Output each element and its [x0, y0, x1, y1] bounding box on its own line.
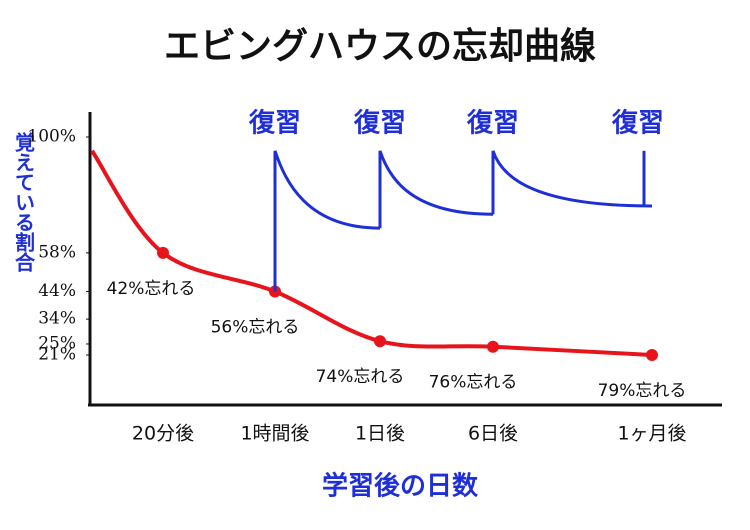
annotation: 74%忘れる	[316, 367, 405, 387]
review-label: 復習	[248, 108, 301, 139]
x-tick-label: 20分後	[132, 423, 194, 445]
review-curve	[273, 150, 381, 230]
data-point	[374, 335, 386, 348]
y-tick-label: 21%	[38, 345, 76, 365]
y-tick-label: 34%	[38, 309, 76, 329]
data-point	[487, 340, 499, 353]
x-tick-label: 1ヶ月後	[617, 423, 686, 445]
x-axis-title: 学習後の日数	[322, 471, 479, 502]
data-point	[157, 246, 169, 259]
y-axis-title: 覚えている割合	[12, 131, 36, 272]
x-tick-label: 1日後	[355, 423, 405, 445]
review-curve	[491, 150, 653, 208]
review-label: 復習	[466, 108, 519, 139]
review-label: 復習	[611, 108, 664, 139]
x-tick-label: 6日後	[468, 423, 518, 445]
y-tick-label: 58%	[38, 242, 76, 262]
review-curve	[378, 150, 494, 216]
annotation: 76%忘れる	[429, 373, 518, 393]
chart-title: エビングハウスの忘却曲線	[164, 26, 596, 67]
y-tick-label: 25%	[38, 333, 76, 353]
data-point	[646, 349, 658, 361]
annotation: 42%忘れる	[107, 279, 196, 299]
annotation: 56%忘れる	[211, 318, 300, 338]
y-tick-label: 44%	[38, 281, 76, 301]
review-label: 復習	[353, 108, 406, 139]
forgetting-curve	[90, 149, 653, 357]
x-tick-label: 1時間後	[240, 423, 309, 445]
annotation: 79%忘れる	[598, 381, 687, 401]
y-tick-label: 100%	[27, 127, 76, 147]
